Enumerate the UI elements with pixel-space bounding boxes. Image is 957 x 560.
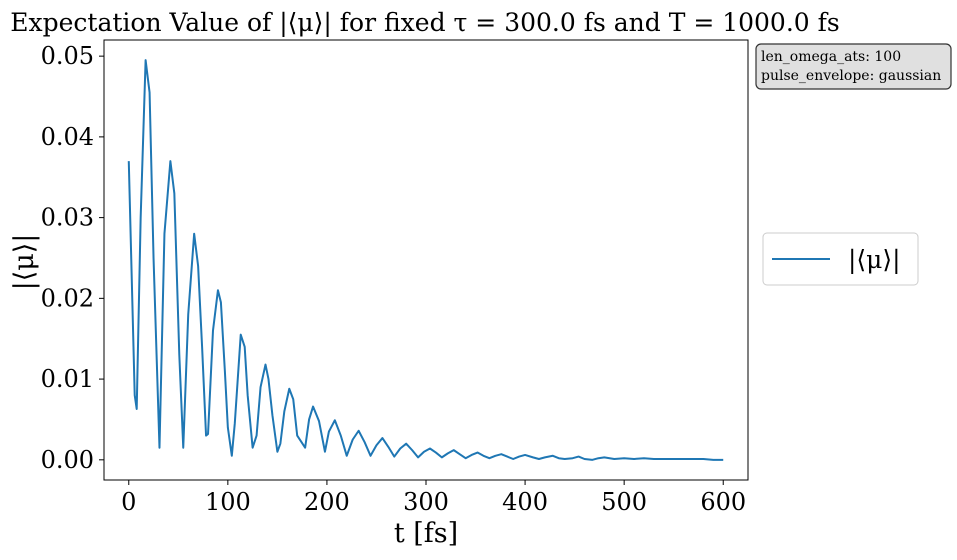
legend-label-mu: |⟨μ⟩|: [848, 245, 901, 275]
x-tick-label: 200: [304, 488, 350, 516]
plot-frame: [103, 39, 749, 481]
x-axis: 0 100 200 300 400 500 600: [121, 480, 746, 516]
info-box: len_omega_ats: 100 pulse_envelope: gauss…: [755, 43, 952, 90]
x-tick-label: 0: [121, 488, 136, 516]
series-line-mu: [127, 59, 724, 461]
y-tick-label: 0.01: [41, 365, 94, 393]
chart-title: Expectation Value of |⟨μ⟩| for fixed τ =…: [10, 8, 839, 38]
y-tick-label: 0.03: [41, 204, 94, 232]
y-tick-label: 0.02: [41, 284, 94, 312]
y-tick-label: 0.04: [41, 123, 94, 151]
y-tick-label: 0.05: [41, 42, 94, 70]
info-box-background: [755, 43, 952, 90]
y-axis: 0.00 0.01 0.02 0.03 0.04 0.05: [41, 42, 104, 474]
y-axis-label: |⟨μ⟩|: [9, 234, 40, 291]
x-tick-label: 300: [403, 488, 449, 516]
legend-frame: [762, 232, 919, 286]
info-line-pulse-envelope: pulse_envelope: gaussian: [761, 68, 941, 84]
y-tick-label: 0.00: [41, 446, 94, 474]
x-axis-label: t [fs]: [394, 518, 458, 549]
x-tick-label: 400: [502, 488, 548, 516]
x-tick-label: 600: [700, 488, 746, 516]
legend: |⟨μ⟩|: [762, 232, 919, 286]
info-line-len-omega-ats: len_omega_ats: 100: [761, 49, 901, 65]
x-tick-label: 500: [601, 488, 647, 516]
x-tick-label: 100: [205, 488, 251, 516]
